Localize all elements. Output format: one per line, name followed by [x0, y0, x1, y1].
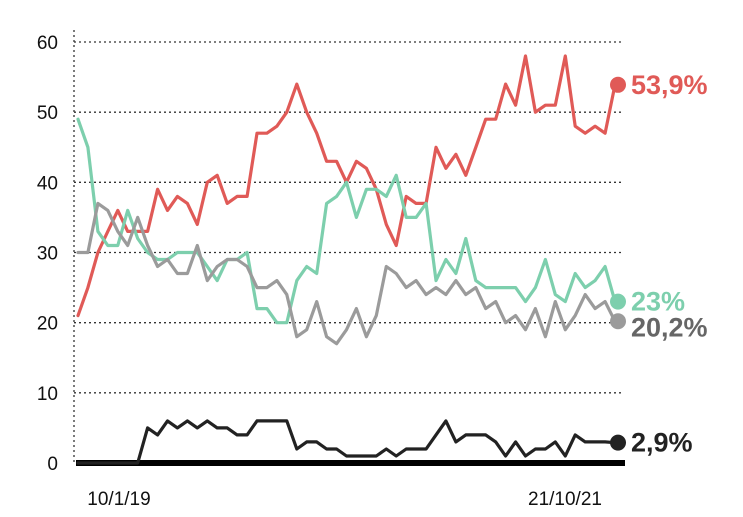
series-end-marker-1 — [610, 293, 626, 310]
y-tick-label: 50 — [37, 103, 58, 124]
series-end-marker-2 — [610, 313, 626, 330]
x-tick-label: 21/10/21 — [528, 489, 602, 510]
y-tick-label: 20 — [37, 314, 58, 335]
y-tick-label: 30 — [37, 244, 58, 265]
series-line-3 — [76, 419, 617, 465]
series-end-marker-3 — [610, 434, 626, 451]
series-end-markers — [610, 76, 626, 451]
x-axis-ticks: 10/1/19 21/10/21 — [87, 489, 602, 510]
series-end-marker-0 — [610, 76, 626, 93]
series-end-label-0: 53,9% — [631, 70, 708, 100]
y-tick-label: 0 — [47, 454, 58, 475]
y-axis-ticks: 0 10 20 30 40 50 60 — [37, 33, 58, 475]
y-tick-label: 10 — [37, 384, 58, 405]
y-tick-label: 40 — [37, 173, 58, 194]
series-lines — [76, 54, 617, 465]
x-tick-label: 10/1/19 — [87, 489, 150, 510]
series-line-2 — [76, 201, 617, 346]
series-end-label-3: 2,9% — [631, 428, 693, 458]
series-end-label-1: 23% — [631, 287, 685, 317]
series-end-labels: 53,9% 23%20,2% 2,9% — [631, 70, 708, 458]
y-tick-label: 60 — [37, 33, 58, 54]
grid-lines — [73, 30, 622, 463]
series-line-1 — [76, 117, 617, 325]
series-end-label-2: 20,2% — [631, 312, 708, 342]
